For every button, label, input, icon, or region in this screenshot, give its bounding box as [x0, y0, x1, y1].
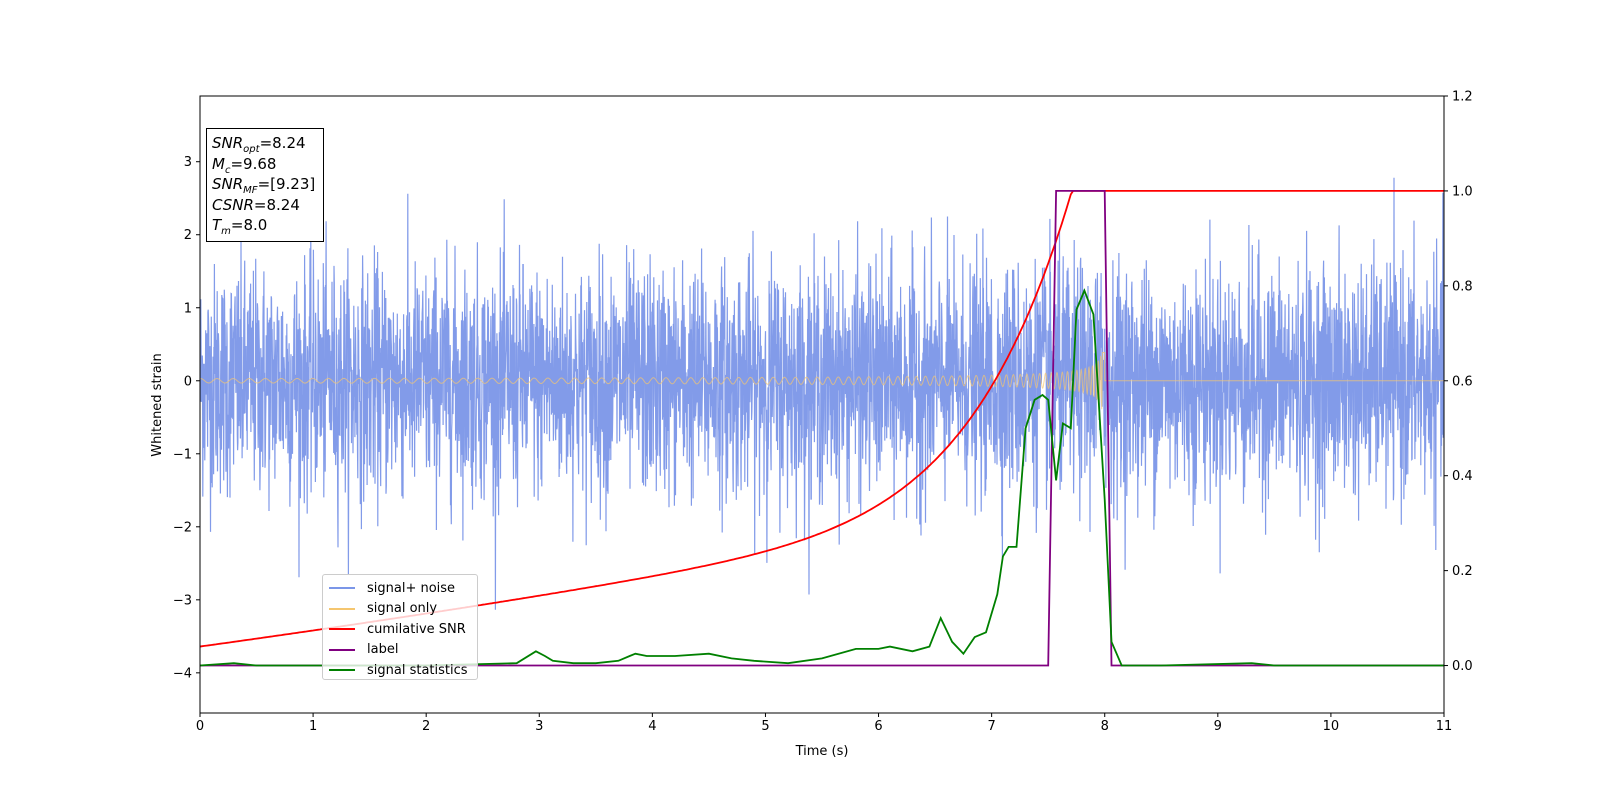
- x-tick-label: 2: [422, 719, 430, 734]
- series-signal-statistics-line: [200, 288, 1444, 667]
- x-tick-label: 1: [309, 719, 317, 734]
- snr-opt-text: SNRopt=8.24: [212, 134, 306, 155]
- legend-label: signal only: [367, 601, 438, 617]
- y2-tick-label: 0.4: [1452, 469, 1473, 484]
- y-tick-label: 1: [184, 301, 192, 316]
- legend-item: signal statistics: [329, 660, 477, 681]
- legend-label: signal+ noise: [367, 580, 456, 596]
- y-tick-label: −2: [173, 520, 192, 535]
- y2-tick-label: 1.0: [1452, 184, 1473, 199]
- legend-item: cumilative SNR: [329, 619, 477, 640]
- legend-label: signal statistics: [367, 662, 468, 678]
- snr-mf-text: SNRMF=[9.23]: [212, 175, 316, 196]
- x-tick-label: 10: [1323, 719, 1340, 734]
- y2-tick-label: 0.2: [1452, 564, 1473, 579]
- x-tick-label: 6: [874, 719, 882, 734]
- y-axis-label: Whitened strain: [150, 353, 165, 456]
- axes-frame: [199, 95, 1445, 714]
- parameters-box: SNRopt=8.24 Mc=9.68 SNRMF=[9.23] CSNR=8.…: [206, 128, 324, 242]
- legend-swatch: [329, 607, 355, 610]
- y-tick-label: −4: [173, 666, 192, 681]
- x-tick-label: 11: [1436, 719, 1453, 734]
- mc-text: Mc=9.68: [212, 154, 277, 176]
- y-tick-label: 2: [184, 228, 192, 243]
- x-tick-label: 9: [1214, 719, 1222, 734]
- y2-tick-label: 0.0: [1452, 659, 1473, 674]
- tm-text: Tm=8.0: [212, 216, 268, 237]
- x-axis-label: Time (s): [795, 744, 849, 759]
- y2-tick-label: 0.8: [1452, 279, 1473, 294]
- legend-label: label: [367, 642, 399, 658]
- y-tick-label: 3: [184, 155, 192, 170]
- legend-item: signal+ noise: [329, 578, 477, 599]
- x-tick-label: 3: [535, 719, 543, 734]
- x-tick-label: 8: [1101, 719, 1109, 734]
- legend: signal+ noise signal only cumilative SNR…: [322, 574, 478, 680]
- legend-item: label: [329, 640, 477, 661]
- y-tick-label: −3: [173, 593, 192, 608]
- series-signal-only-line: [200, 352, 1444, 410]
- x-tick-label: 4: [648, 719, 656, 734]
- legend-swatch: [329, 669, 355, 672]
- legend-swatch: [329, 628, 355, 631]
- x-tick-label: 5: [761, 719, 769, 734]
- y-tick-label: −1: [173, 447, 192, 462]
- csnr-text: CSNR=8.24: [212, 195, 300, 214]
- axis-ticks: 0 1 2 3 4 5 6 7 8 9 10 11 −4 −3 −2 −1 0 1 2 3 0.0 0.2 0.4 0.6 0.…: [173, 90, 1473, 735]
- legend-swatch: [329, 648, 355, 651]
- series-signal-noise-line: [200, 177, 1444, 610]
- y2-tick-label: 1.2: [1452, 90, 1473, 105]
- x-tick-label: 0: [196, 719, 204, 734]
- x-tick-label: 7: [987, 719, 995, 734]
- y-tick-label: 0: [184, 374, 192, 389]
- legend-label: cumilative SNR: [367, 621, 466, 637]
- legend-item: signal only: [329, 599, 477, 620]
- legend-swatch: [329, 587, 355, 590]
- y2-tick-label: 0.6: [1452, 374, 1473, 389]
